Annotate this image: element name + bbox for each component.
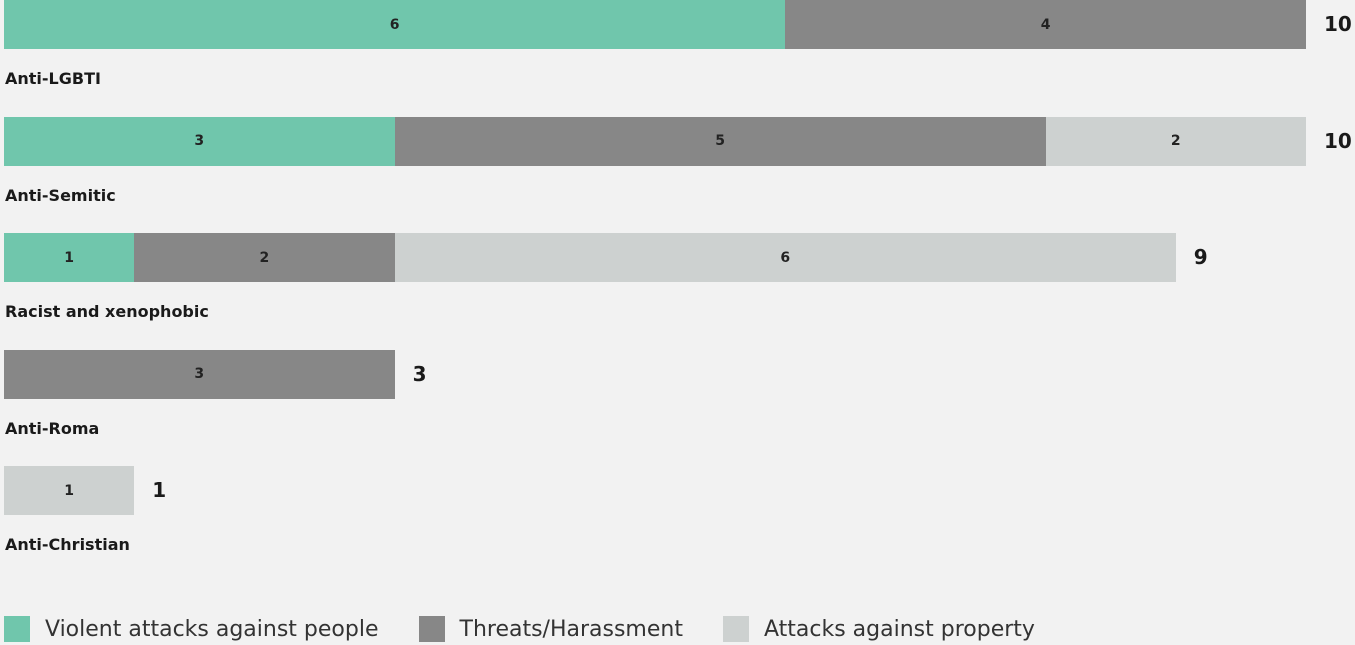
bar-segment-anti-semitic-violent-attacks-against-people: 3 [4, 116, 395, 166]
bar-total-racist-and-xenophobic: 9 [1193, 245, 1208, 269]
bar-segment-racist-and-xenophobic-threats-harassment: 2 [134, 233, 395, 282]
legend-label-threats-harassment: Threats/Harassment [459, 616, 683, 642]
legend-swatch-violent-attacks [4, 616, 30, 642]
category-label-racist-and-xenophobic: Racist and xenophobic [5, 302, 209, 321]
bar-total-anti-christian: 1 [152, 478, 167, 502]
bar-total-anti-semitic: 10 [1324, 128, 1352, 153]
stacked-bar-chart: 6 4 10 Anti-LGBTI 3 5 2 10 Anti-Semitic 1 2 6 9 Racis… [4, 0, 1352, 554]
category-label-anti-lgbti: Anti-LGBTI [5, 69, 101, 88]
bar-total-anti-lgbti: 10 [1324, 12, 1352, 36]
legend-item-attacks-property: Attacks against property [722, 616, 1035, 642]
bar-segment-racist-and-xenophobic-attacks-against-property: 6 [394, 233, 1176, 282]
legend: Violent attacks against people Threats/H… [4, 616, 1075, 642]
bar-segment-anti-lgbti-violent-attacks-against-people: 6 [4, 0, 786, 49]
bar-segment-anti-lgbti-threats-harassment: 4 [785, 0, 1306, 49]
bar-total-anti-roma: 3 [412, 361, 427, 386]
bar-segment-anti-semitic-attacks-against-property: 2 [1045, 116, 1306, 166]
category-label-anti-christian: Anti-Christian [5, 535, 130, 554]
bar-segment-racist-and-xenophobic-violent-attacks-against-people: 1 [4, 233, 135, 282]
category-label-anti-roma: Anti-Roma [5, 418, 100, 438]
legend-item-violent-attacks: Violent attacks against people [4, 616, 379, 642]
category-label-anti-semitic: Anti-Semitic [5, 185, 116, 205]
bar-segment-anti-semitic-threats-harassment: 5 [394, 116, 1046, 166]
legend-label-violent-attacks: Violent attacks against people [45, 616, 379, 642]
legend-label-attacks-property: Attacks against property [763, 616, 1035, 642]
bar-segment-anti-christian-attacks-against-property: 1 [4, 466, 135, 515]
legend-swatch-attacks-property [722, 616, 749, 642]
bar-segment-anti-roma-threats-harassment: 3 [4, 349, 395, 399]
legend-swatch-threats-harassment [418, 616, 445, 642]
legend-item-threats-harassment: Threats/Harassment [418, 616, 683, 642]
